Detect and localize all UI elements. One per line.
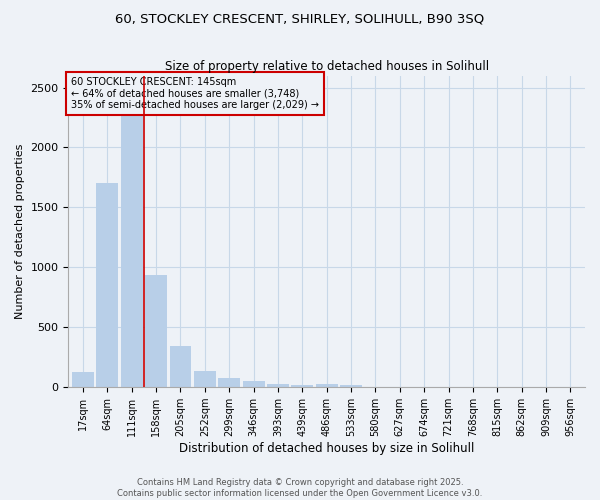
Text: 60, STOCKLEY CRESCENT, SHIRLEY, SOLIHULL, B90 3SQ: 60, STOCKLEY CRESCENT, SHIRLEY, SOLIHULL… — [115, 12, 485, 26]
Text: 60 STOCKLEY CRESCENT: 145sqm
← 64% of detached houses are smaller (3,748)
35% of: 60 STOCKLEY CRESCENT: 145sqm ← 64% of de… — [71, 77, 319, 110]
Bar — [170, 346, 191, 387]
Bar — [292, 385, 313, 387]
Bar — [267, 384, 289, 387]
Bar — [145, 274, 167, 387]
X-axis label: Distribution of detached houses by size in Solihull: Distribution of detached houses by size … — [179, 442, 475, 455]
Bar — [72, 372, 94, 387]
Bar — [340, 385, 362, 387]
Bar — [218, 378, 240, 387]
Text: Contains HM Land Registry data © Crown copyright and database right 2025.
Contai: Contains HM Land Registry data © Crown c… — [118, 478, 482, 498]
Y-axis label: Number of detached properties: Number of detached properties — [15, 144, 25, 319]
Bar — [316, 384, 338, 387]
Title: Size of property relative to detached houses in Solihull: Size of property relative to detached ho… — [164, 60, 489, 73]
Bar — [194, 371, 216, 387]
Bar — [97, 184, 118, 387]
Bar — [242, 381, 265, 387]
Bar — [121, 100, 143, 387]
